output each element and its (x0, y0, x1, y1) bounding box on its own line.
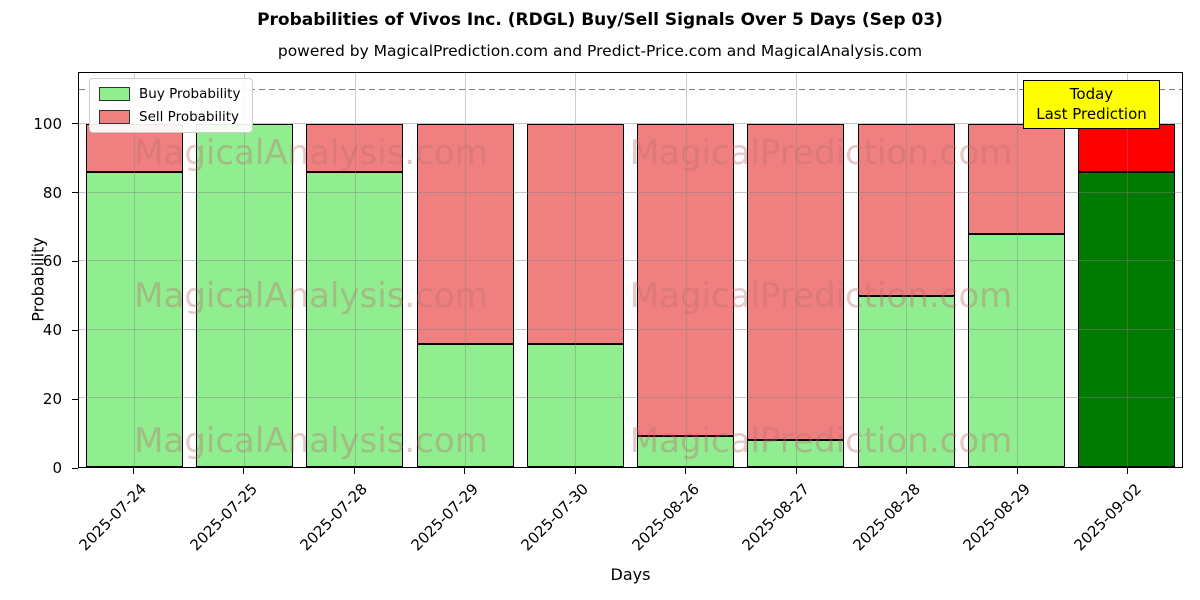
y-tick-label-0: 0 (52, 459, 62, 477)
watermark-analysis: MagicalAnalysis.com (134, 133, 488, 173)
watermark-prediction: MagicalPrediction.com (629, 276, 1013, 316)
bar-segment-sell (526, 124, 624, 344)
watermark-analysis: MagicalAnalysis.com (134, 421, 488, 461)
legend-label-sell: Sell Probability (139, 109, 240, 125)
x-tick-label-2025-07-29: 2025-07-29 (407, 480, 482, 555)
y-tick-mark (72, 260, 78, 263)
watermark-analysis: MagicalAnalysis.com (134, 276, 488, 316)
y-tick-mark (72, 192, 78, 194)
today-annotation: Today Last Prediction (1023, 80, 1160, 129)
bar-segment-sell (968, 124, 1066, 235)
x-tick-label-2025-08-29: 2025-08-29 (959, 480, 1034, 555)
x-gridline (244, 73, 246, 467)
x-tick-label-2025-08-27: 2025-08-27 (738, 480, 813, 555)
bar-segment-sell (1078, 124, 1176, 173)
bar-group-2025-07-25 (189, 73, 299, 467)
bar-segment-buy (857, 295, 955, 467)
bar-segment-sell (306, 124, 404, 173)
bar-group-2025-08-27 (741, 73, 851, 467)
x-gridline (1126, 73, 1128, 467)
legend-entry-sell: Sell Probability (99, 109, 240, 125)
bar-segment-buy (195, 124, 293, 467)
bar-segment-buy (968, 234, 1066, 467)
bar-segment-buy (1078, 172, 1176, 467)
legend-swatch-sell (99, 110, 130, 124)
y-tick-label-80: 80 (42, 183, 62, 202)
bar-segment-buy (85, 172, 183, 467)
bar-segment-sell (857, 124, 955, 296)
bar-group-2025-08-26 (631, 73, 741, 467)
x-axis-label: Days (610, 565, 651, 584)
chart-title: Probabilities of Vivos Inc. (RDGL) Buy/S… (257, 10, 943, 30)
bar-segment-buy (637, 436, 735, 467)
x-tick-label-2025-08-26: 2025-08-26 (628, 480, 703, 555)
x-tick-label-2025-07-25: 2025-07-25 (186, 480, 261, 555)
legend-label-buy: Buy Probability (139, 86, 241, 102)
x-tick-label-2025-07-30: 2025-07-30 (517, 480, 592, 555)
y-tick-mark (72, 123, 78, 125)
annotation-line-1: Today (1069, 85, 1114, 103)
bar-segment-buy (416, 343, 514, 467)
watermark-prediction: MagicalPrediction.com (629, 133, 1013, 173)
x-tick-label-2025-09-02: 2025-09-02 (1070, 480, 1145, 555)
x-gridline (685, 73, 687, 467)
y-gridline-100 (79, 123, 1182, 125)
y-tick-label-100: 100 (33, 114, 62, 133)
x-gridline (354, 73, 356, 467)
y-tick-label-40: 40 (42, 321, 62, 340)
y-tick-mark (72, 329, 78, 332)
x-tick-mark (795, 468, 797, 474)
annotation-line-2: Last Prediction (1036, 105, 1147, 124)
x-tick-mark (1016, 468, 1018, 474)
x-tick-mark (132, 468, 134, 474)
x-tick-label-2025-08-28: 2025-08-28 (849, 480, 924, 555)
bar-segment-buy (306, 172, 404, 467)
x-gridline (906, 73, 908, 467)
bar-segment-buy (747, 439, 845, 467)
x-tick-mark (685, 468, 687, 474)
bar-segment-sell (747, 124, 845, 440)
y-tick-label-60: 60 (42, 252, 62, 271)
threshold-dashed-line (79, 88, 1182, 91)
bar-segment-buy (526, 343, 624, 467)
x-tick-mark (1127, 468, 1129, 474)
x-gridline (465, 73, 467, 467)
watermark-prediction: MagicalPrediction.com (629, 421, 1013, 461)
y-tick-mark (72, 398, 78, 400)
bar-group-2025-07-28 (300, 73, 410, 467)
legend-entry-buy: Buy Probability (99, 86, 240, 102)
x-tick-mark (243, 468, 245, 474)
bar-group-2025-07-24 (79, 73, 189, 467)
y-gridline-80 (79, 191, 1182, 193)
x-gridline (134, 73, 136, 467)
x-tick-mark (353, 468, 355, 474)
x-tick-label-2025-07-28: 2025-07-28 (296, 480, 371, 555)
x-tick-mark (906, 468, 908, 474)
x-gridline (1016, 73, 1018, 467)
y-tick-label-20: 20 (42, 390, 62, 409)
y-gridline-40 (79, 328, 1182, 330)
bar-segment-sell (637, 124, 735, 437)
y-tick-mark (72, 467, 78, 469)
y-gridline-20 (79, 397, 1182, 399)
bar-group-2025-07-29 (410, 73, 520, 467)
chart-subtitle: powered by MagicalPrediction.com and Pre… (277, 42, 923, 60)
x-gridline (575, 73, 577, 467)
bar-group-2025-07-30 (520, 73, 630, 467)
legend-swatch-buy (99, 87, 130, 101)
x-tick-label-2025-07-24: 2025-07-24 (75, 480, 150, 555)
y-gridline-60 (79, 260, 1182, 262)
bar-group-2025-09-02 (1072, 73, 1182, 467)
x-tick-mark (464, 468, 466, 474)
plot-area: Buy Probability Sell Probability Today L… (78, 72, 1183, 468)
legend: Buy Probability Sell Probability (89, 78, 254, 133)
bar-group-2025-08-29 (961, 73, 1071, 467)
x-tick-mark (574, 468, 576, 474)
bar-segment-sell (416, 124, 514, 344)
x-gridline (795, 73, 797, 467)
bar-group-2025-08-28 (851, 73, 961, 467)
